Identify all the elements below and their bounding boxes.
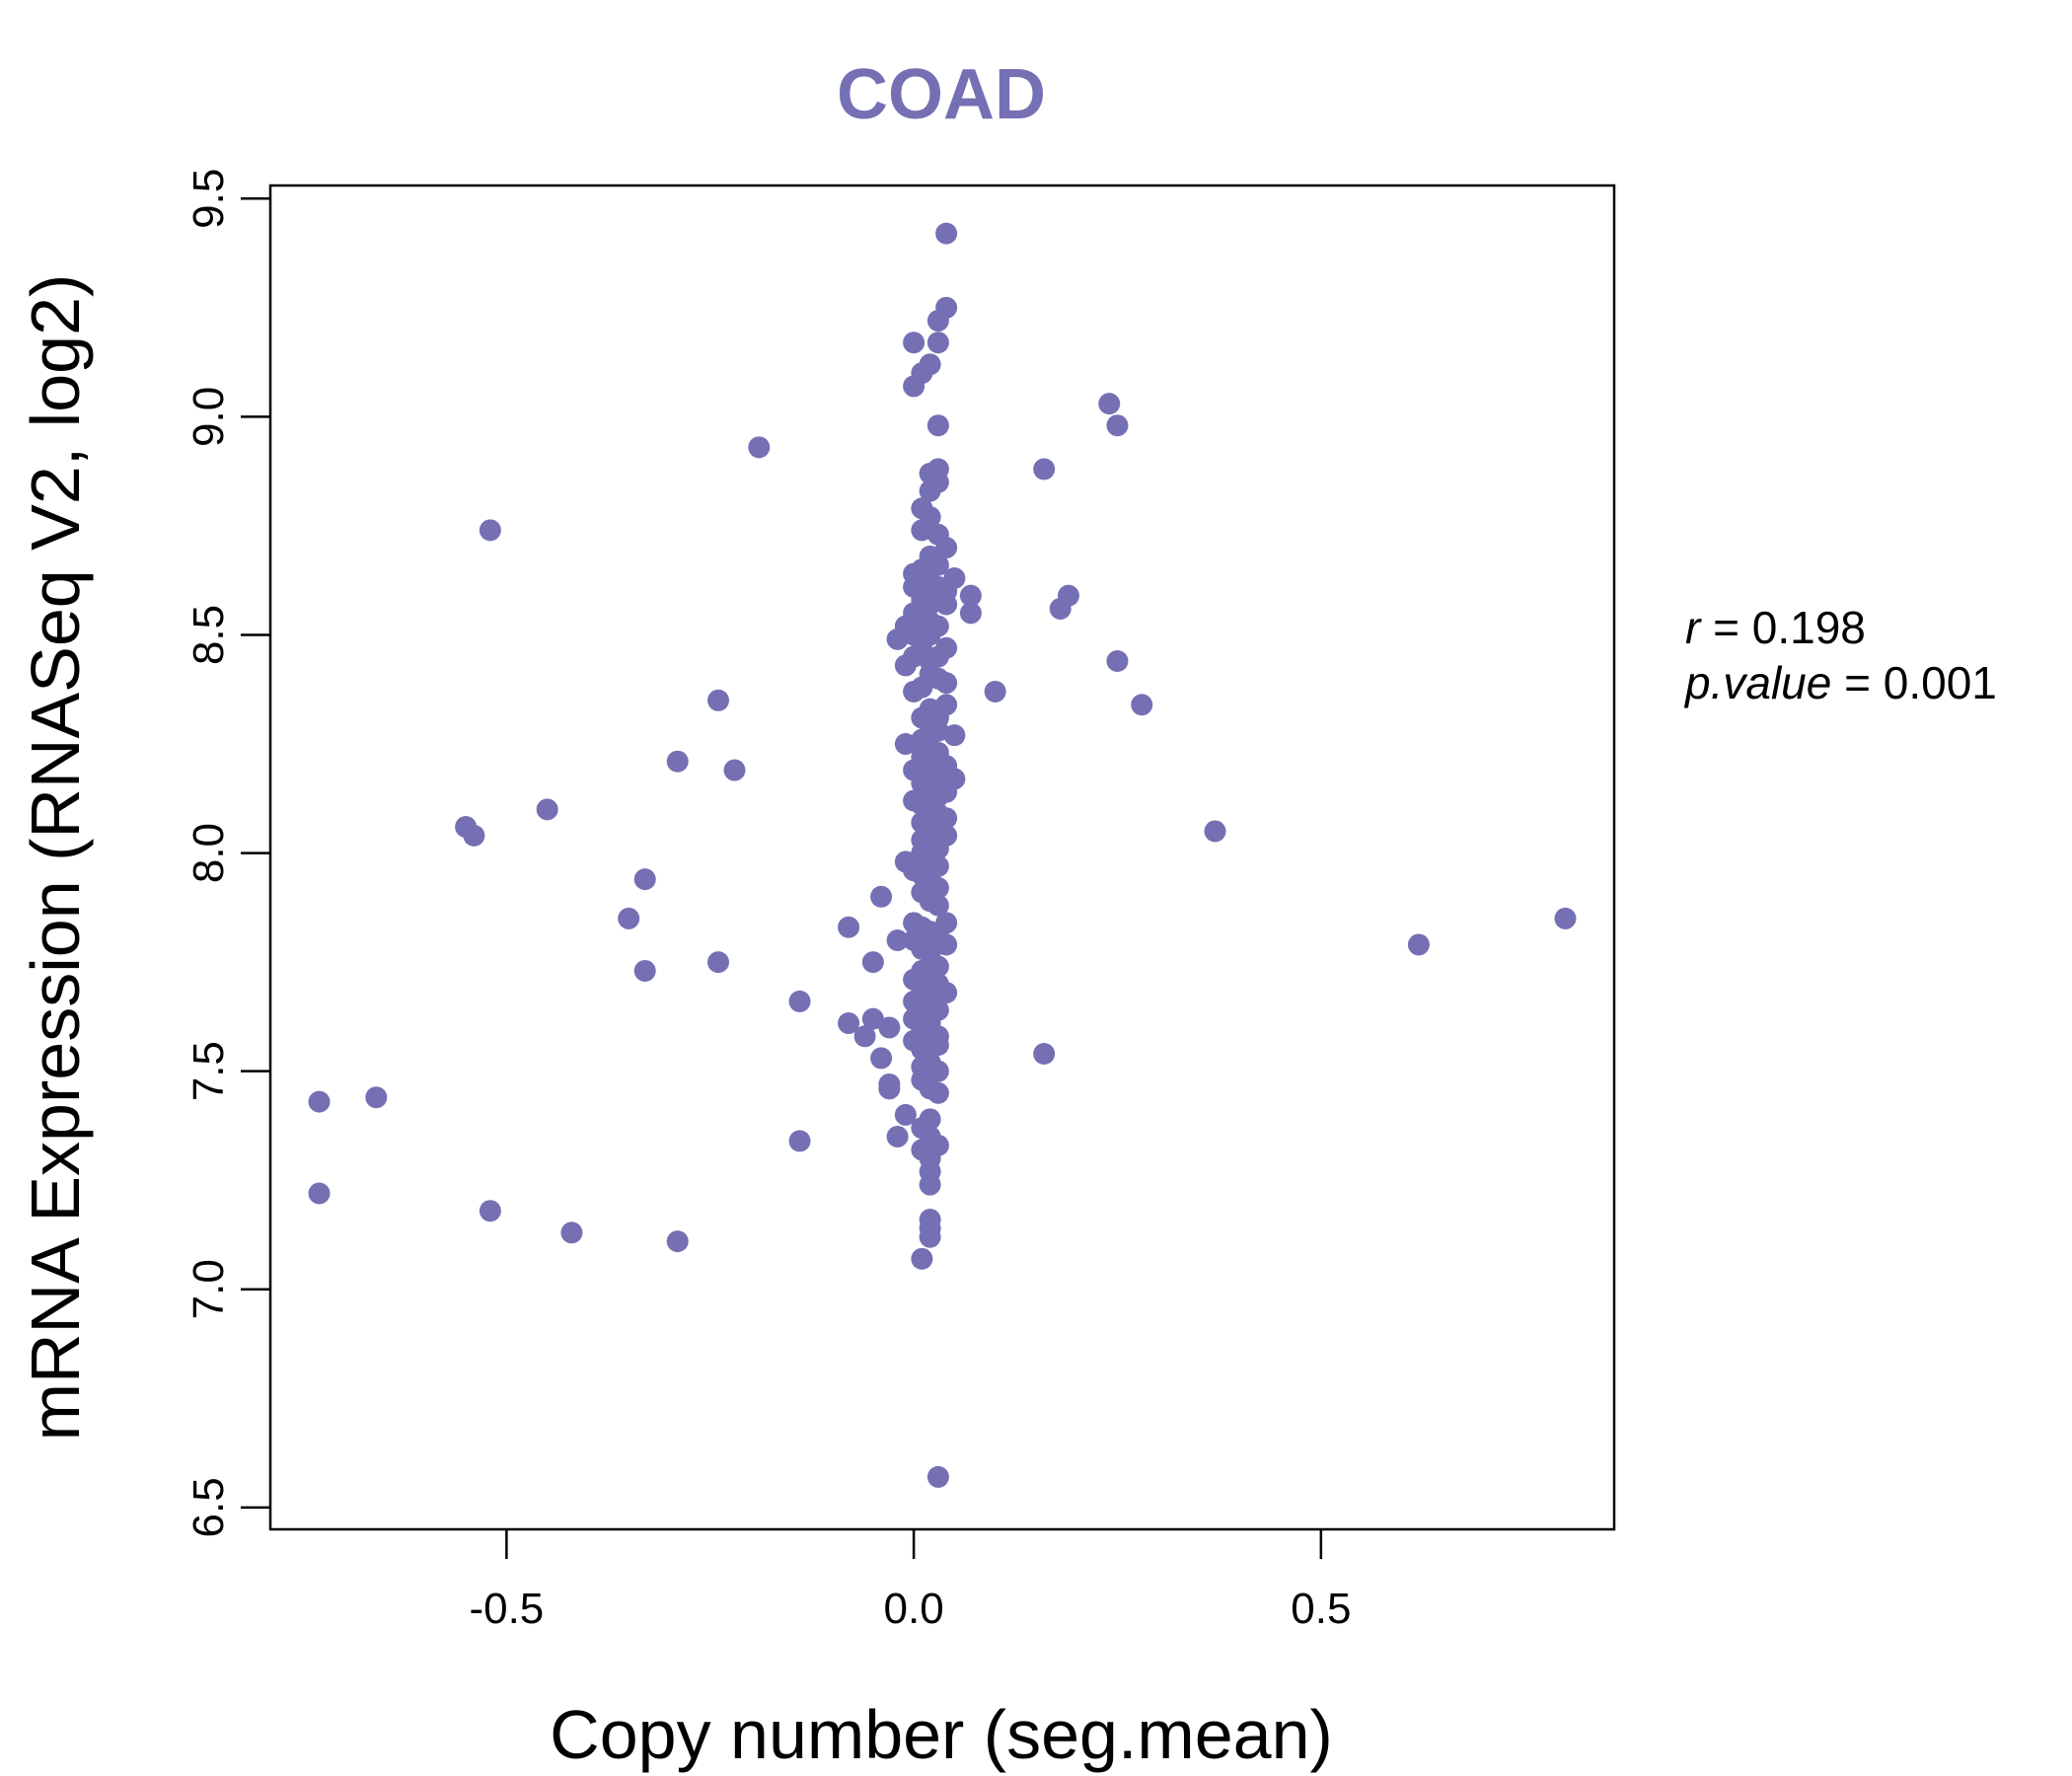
p-label: p.value [1683, 657, 1831, 708]
data-point [861, 1007, 884, 1030]
data-point [926, 894, 949, 917]
plot-frame [268, 184, 1616, 1531]
data-point [1106, 414, 1129, 437]
data-point [560, 1221, 583, 1244]
x-axis: -0.5 0.0 0.5 [469, 1529, 1351, 1633]
data-point [984, 680, 1006, 703]
data-point [838, 1012, 860, 1035]
x-tick-label: 0.5 [1291, 1585, 1351, 1633]
data-point [935, 933, 958, 956]
data-point [1106, 650, 1129, 673]
data-point [1098, 393, 1121, 415]
p-equals: = [1844, 657, 1884, 708]
data-point [926, 414, 949, 437]
data-point [919, 1173, 941, 1196]
data-point [935, 222, 958, 245]
data-point [911, 519, 933, 542]
r-equals: = [1713, 602, 1752, 653]
data-point [1407, 933, 1430, 956]
y-tick-label: 8.0 [185, 823, 233, 883]
y-tick-label: 8.5 [185, 605, 233, 665]
data-point [943, 724, 966, 747]
r-value: 0.198 [1752, 602, 1866, 653]
y-axis: 6.5 7.0 7.5 8.0 8.5 9.0 9.5 [185, 169, 270, 1537]
chart-title: COAD [837, 55, 1046, 134]
data-point [788, 990, 811, 1012]
data-point [838, 916, 860, 938]
x-tick-label: 0.0 [884, 1585, 944, 1633]
data-point [633, 868, 656, 891]
data-point [926, 719, 949, 742]
data-point [870, 885, 893, 908]
data-point [926, 1060, 949, 1082]
data-point [886, 929, 909, 952]
r-stat: r = 0.198 [1685, 602, 1866, 653]
data-point [1204, 820, 1226, 843]
data-point [886, 628, 909, 650]
data-point [935, 982, 958, 1004]
y-axis-label: mRNA Expression (RNASeq V2, log2) [17, 274, 94, 1442]
data-point [926, 1465, 949, 1488]
data-point [919, 480, 941, 502]
data-point [308, 1182, 331, 1205]
y-tick-label: 7.0 [185, 1259, 233, 1319]
data-point [935, 537, 958, 559]
data-point [935, 672, 958, 695]
data-point [463, 824, 485, 847]
data-point [479, 519, 501, 542]
y-tick-label: 6.5 [185, 1477, 233, 1537]
data-point [894, 654, 917, 677]
data-point [959, 602, 982, 625]
data-point [886, 1126, 909, 1148]
data-point [926, 332, 949, 354]
data-point [723, 759, 746, 781]
data-point [926, 1081, 949, 1104]
data-point [308, 1090, 331, 1113]
data-point [1033, 1042, 1056, 1065]
x-axis-label: Copy number (seg.mean) [550, 1696, 1333, 1773]
data-point [1554, 907, 1577, 929]
data-point [365, 1086, 388, 1109]
data-point [919, 1225, 941, 1248]
p-value: 0.001 [1884, 657, 1997, 708]
data-point [618, 907, 640, 929]
data-point [633, 959, 656, 982]
data-point [903, 680, 925, 703]
y-tick-label: 7.5 [185, 1041, 233, 1101]
data-point [894, 1103, 917, 1126]
data-point [903, 332, 925, 354]
data-point [870, 1047, 893, 1070]
data-point [894, 733, 917, 756]
data-point [926, 310, 949, 333]
x-tick-label: -0.5 [469, 1585, 544, 1633]
data-point [748, 436, 771, 459]
data-point [959, 584, 982, 607]
data-point [1049, 597, 1072, 620]
p-stat: p.value = 0.001 [1683, 657, 1997, 708]
data-point [707, 951, 729, 974]
data-point [935, 593, 958, 616]
data-point [853, 1025, 876, 1048]
data-point [926, 554, 949, 576]
data-point [479, 1200, 501, 1222]
y-tick-label: 9.0 [185, 387, 233, 447]
data-point [788, 1130, 811, 1152]
data-point [911, 1247, 933, 1270]
data-point [861, 951, 884, 974]
y-tick-label: 9.5 [185, 169, 233, 229]
data-point [666, 1230, 689, 1253]
data-point [536, 798, 558, 821]
data-point [878, 1016, 901, 1039]
data-point [666, 750, 689, 773]
data-point [926, 1034, 949, 1057]
r-label: r [1685, 602, 1702, 653]
data-point [707, 689, 729, 711]
data-point [878, 1077, 901, 1100]
data-point [903, 375, 925, 398]
data-point [1033, 458, 1056, 481]
data-point [1131, 694, 1153, 716]
data-points [308, 222, 1577, 1488]
